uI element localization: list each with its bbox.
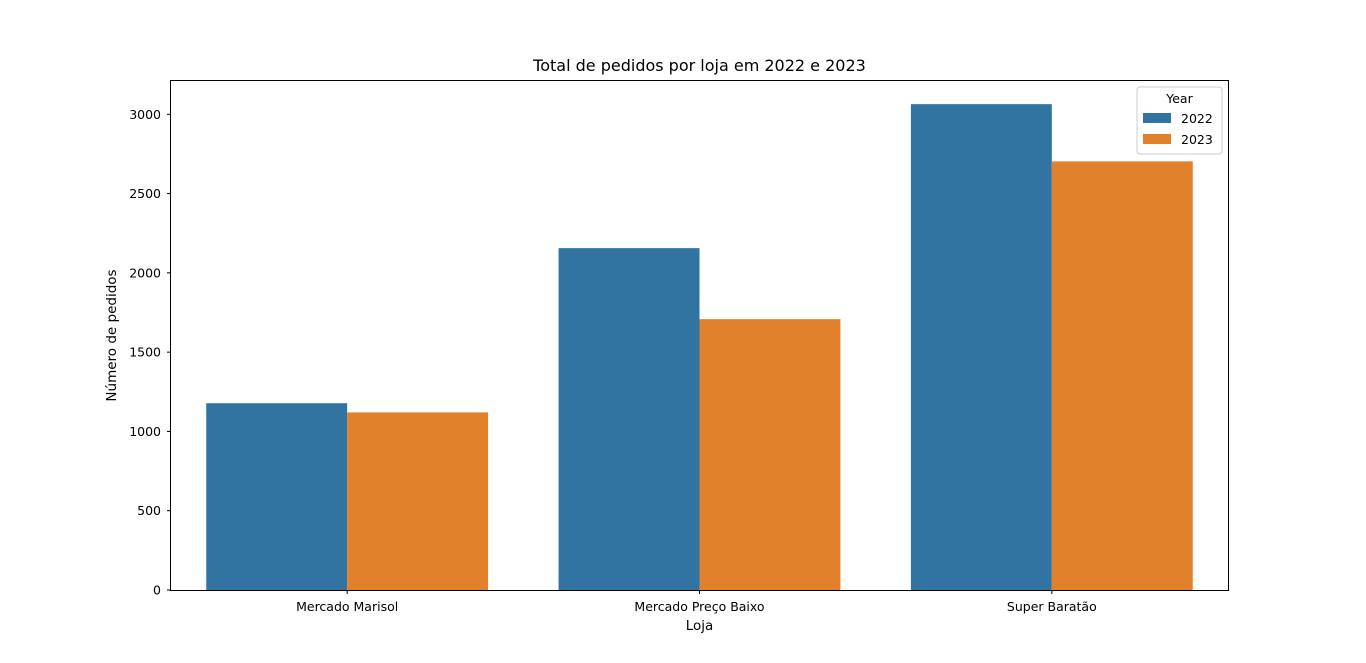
legend-title: Year [1165,91,1193,106]
bar-2022-1 [558,248,700,590]
y-tick-label: 500 [137,503,161,518]
legend: Year 2022 2023 [1136,86,1223,155]
bars-group [206,104,1193,591]
y-tick-label: 3000 [129,107,161,122]
legend-swatch-2023 [1143,134,1171,144]
legend-label-2022: 2022 [1181,111,1213,126]
y-axis-label: Número de pedidos [104,269,120,401]
bar-2023-1 [699,319,841,590]
bar-2022-2 [910,104,1052,591]
x-tick-label: Mercado Preço Baixo [634,599,764,614]
x-tick-label: Mercado Marisol [296,599,398,614]
plot-frame [170,80,1229,591]
bar-2023-0 [347,412,489,590]
chart-title: Total de pedidos por loja em 2022 e 2023 [532,56,866,75]
y-axis-ticks: 0 500 1000 1500 2000 2500 3000 [129,107,171,598]
legend-swatch-2022 [1143,113,1171,123]
x-axis-ticks: Mercado Marisol Mercado Preço Baixo Super … [296,590,1097,614]
x-tick-label: Super Baratão [1007,599,1097,614]
y-tick-label: 2000 [129,265,161,280]
bar-2023-2 [1051,161,1193,590]
legend-label-2023: 2023 [1181,132,1213,147]
x-axis-label: Loja [686,618,714,634]
bar-2022-0 [206,403,348,590]
y-tick-label: 1000 [129,424,161,439]
y-tick-label: 1500 [129,345,161,360]
y-tick-label: 2500 [129,186,161,201]
y-tick-label: 0 [153,583,161,598]
